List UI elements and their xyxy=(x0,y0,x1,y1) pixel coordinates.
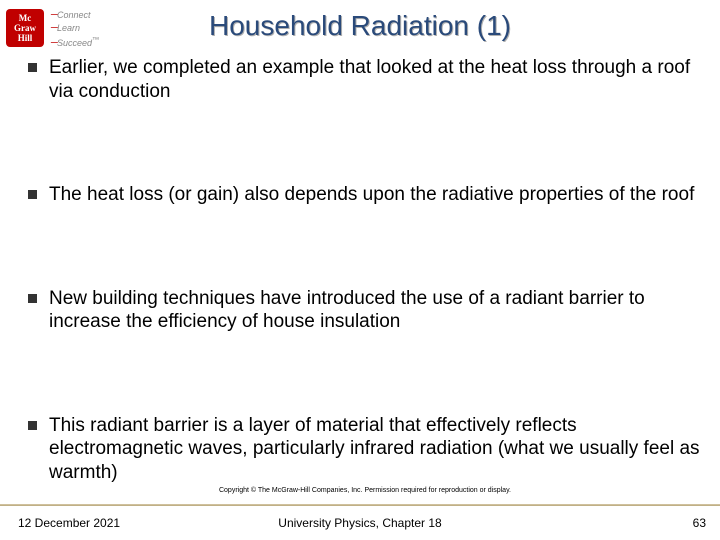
logo-tm: ™ xyxy=(92,35,100,44)
footer-page-number: 63 xyxy=(693,516,706,530)
bullet-square-icon xyxy=(28,63,37,72)
logo-tagline: ⎯Connect ⎯Learn ⎯Succeed™ xyxy=(48,8,100,49)
slide-footer: 12 December 2021 University Physics, Cha… xyxy=(0,512,720,534)
slide-body: Earlier, we completed an example that lo… xyxy=(28,56,702,494)
bullet-square-icon xyxy=(28,190,37,199)
bullet-text: The heat loss (or gain) also depends upo… xyxy=(49,183,694,207)
logo-line1: Mc xyxy=(19,13,32,23)
bullet-text: New building techniques have introduced … xyxy=(49,287,702,335)
logo-line2: Graw xyxy=(14,23,36,33)
logo-tag3: Succeed xyxy=(57,38,92,48)
bullet-text: Earlier, we completed an example that lo… xyxy=(49,56,702,104)
bullet-item: Earlier, we completed an example that lo… xyxy=(28,56,702,104)
copyright-notice: Copyright © The McGraw-Hill Companies, I… xyxy=(28,487,702,494)
footer-divider xyxy=(0,504,720,506)
bullet-square-icon xyxy=(28,421,37,430)
logo-tag1: Connect xyxy=(57,10,91,20)
logo-line3: Hill xyxy=(18,33,33,43)
bullet-item: The heat loss (or gain) also depends upo… xyxy=(28,183,702,207)
footer-date: 12 December 2021 xyxy=(18,516,120,530)
publisher-logo: Mc Graw Hill ⎯Connect ⎯Learn ⎯Succeed™ xyxy=(6,6,136,50)
logo-tag2: Learn xyxy=(57,23,80,33)
logo-badge: Mc Graw Hill xyxy=(6,9,44,47)
bullet-square-icon xyxy=(28,294,37,303)
bullet-item: This radiant barrier is a layer of mater… xyxy=(28,414,702,485)
bullet-item: New building techniques have introduced … xyxy=(28,287,702,335)
bullet-text: This radiant barrier is a layer of mater… xyxy=(49,414,702,485)
